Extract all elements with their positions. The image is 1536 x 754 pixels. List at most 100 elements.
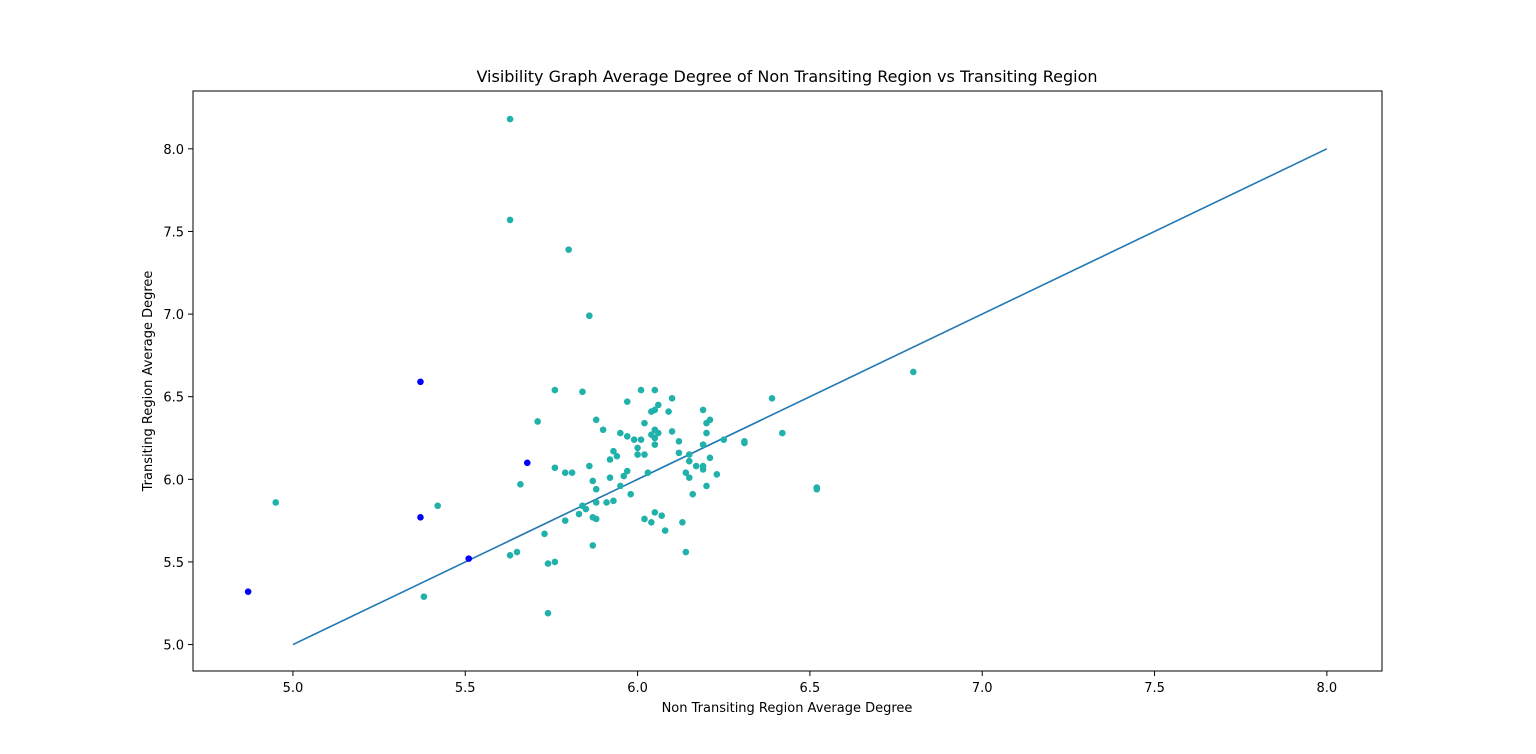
data-point xyxy=(579,388,586,396)
data-point xyxy=(534,418,541,425)
data-point xyxy=(651,434,659,442)
data-point xyxy=(610,497,617,505)
data-point xyxy=(909,368,917,376)
data-point xyxy=(592,515,600,523)
x-tick-label: 7.5 xyxy=(1144,681,1165,696)
data-point xyxy=(623,398,631,405)
data-point xyxy=(658,512,666,519)
data-point xyxy=(651,441,659,448)
y-tick-label: 7.0 xyxy=(163,308,184,323)
data-point xyxy=(641,515,648,523)
data-point xyxy=(661,527,669,534)
data-point xyxy=(703,429,710,437)
data-point xyxy=(641,419,648,427)
data-point xyxy=(420,593,428,600)
data-point xyxy=(517,480,524,488)
data-point xyxy=(741,438,748,445)
data-point xyxy=(627,490,634,498)
data-point xyxy=(685,457,693,465)
data-point xyxy=(654,401,662,409)
data-point xyxy=(699,462,707,470)
data-point xyxy=(575,510,583,518)
data-point xyxy=(654,429,662,437)
data-point xyxy=(644,469,652,477)
data-point xyxy=(668,428,676,435)
data-point xyxy=(506,216,514,224)
x-tick-label: 6.0 xyxy=(627,681,648,696)
x-tick-label: 5.0 xyxy=(283,681,304,696)
data-point xyxy=(561,469,569,477)
data-point xyxy=(779,429,786,437)
data-point xyxy=(706,454,714,462)
data-point xyxy=(610,447,617,455)
data-point xyxy=(586,462,593,470)
data-point xyxy=(551,558,559,566)
data-point xyxy=(544,609,552,617)
y-axis: 5.0 5.5 6.0 6.5 7.0 7.5 8.0 xyxy=(163,143,193,654)
x-tick-label: 8.0 xyxy=(1317,681,1338,696)
data-point xyxy=(699,406,707,414)
data-point xyxy=(589,542,597,549)
highlighted-data-point xyxy=(244,588,252,595)
data-point xyxy=(682,469,690,477)
data-point xyxy=(599,426,607,434)
highlighted-data-point xyxy=(465,555,473,562)
data-point xyxy=(637,386,645,394)
data-point xyxy=(582,505,590,513)
data-point xyxy=(541,530,548,538)
data-point xyxy=(565,246,572,253)
data-point xyxy=(641,451,648,458)
data-point xyxy=(603,499,610,506)
x-axis: 5.0 5.5 6.0 6.5 7.0 7.5 8.0 xyxy=(283,671,1338,696)
data-point xyxy=(699,441,707,448)
data-point xyxy=(513,548,521,556)
data-point xyxy=(623,433,631,440)
data-point xyxy=(606,474,614,481)
reference-line-layer xyxy=(292,148,1328,646)
data-point xyxy=(620,472,628,480)
data-point xyxy=(630,436,638,443)
data-point xyxy=(589,477,597,485)
y-tick-label: 8.0 xyxy=(163,143,184,158)
data-point xyxy=(706,416,714,424)
y-tick-label: 6.0 xyxy=(163,473,184,488)
data-point xyxy=(637,436,645,443)
data-point xyxy=(713,471,721,478)
data-point xyxy=(675,438,683,445)
data-point xyxy=(768,395,776,402)
data-point xyxy=(606,456,614,463)
data-point xyxy=(506,552,514,559)
data-point xyxy=(592,499,600,506)
data-point xyxy=(651,509,659,516)
data-point xyxy=(613,452,621,460)
data-point xyxy=(685,451,693,458)
data-point xyxy=(703,482,710,490)
y-tick-label: 5.5 xyxy=(163,556,184,571)
data-point xyxy=(665,408,672,415)
highlighted-data-point xyxy=(417,514,424,521)
data-point xyxy=(551,386,559,394)
y-tick-label: 5.0 xyxy=(163,639,184,654)
data-point xyxy=(692,462,700,470)
y-axis-label: Transiting Region Average Degree xyxy=(141,271,156,493)
data-point xyxy=(813,485,821,493)
x-tick-label: 7.0 xyxy=(972,681,993,696)
data-point xyxy=(506,115,514,123)
highlighted-data-point xyxy=(523,459,531,467)
data-point xyxy=(682,548,690,556)
highlighted-data-point xyxy=(417,378,424,386)
chart-title: Visibility Graph Average Degree of Non T… xyxy=(476,67,1097,86)
data-point xyxy=(561,517,569,524)
data-point xyxy=(592,485,600,493)
data-point xyxy=(551,464,559,472)
data-point xyxy=(675,449,683,457)
data-point xyxy=(623,467,631,475)
data-point xyxy=(617,482,624,490)
y-tick-label: 6.5 xyxy=(163,391,184,406)
data-point xyxy=(544,560,552,567)
points-layer xyxy=(244,115,917,617)
data-point xyxy=(272,499,280,506)
x-axis-label: Non Transiting Region Average Degree xyxy=(662,701,913,716)
